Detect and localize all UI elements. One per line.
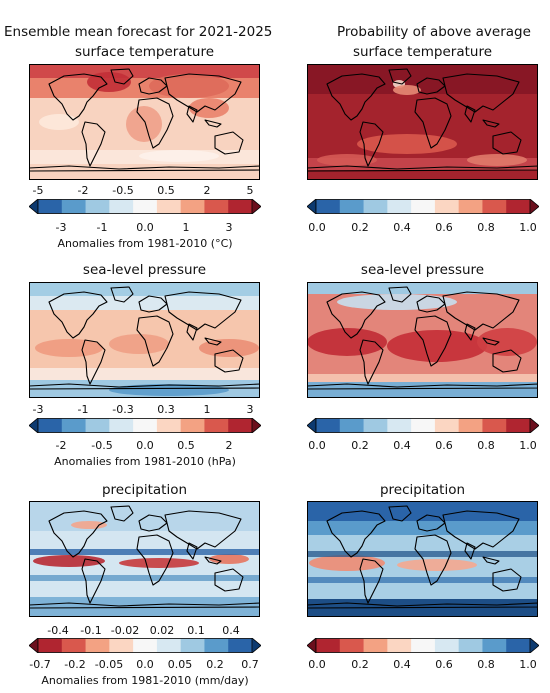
colorbar-bottom-tick: 0.0 [136,221,154,234]
colorbar-bottom-tick: 1 [182,221,190,234]
sea-level-pressure-anomaly-map [29,282,260,398]
colorbar-bottom-tick: 3 [225,221,233,234]
colorbar-top-tick: 5 [246,184,254,197]
colorbar-bottom-tick: 0.6 [435,221,453,234]
colorbar-top-tick: 0.4 [222,624,240,637]
colorbar-bottom-tick: 1.0 [519,658,537,671]
colorbar-bottom-tick: 0.2 [351,439,369,452]
colorbar-top-tick: -0.4 [47,624,69,637]
colorbar-bottom-tick: 0.8 [477,439,495,452]
colorbar-bottom-tick: 2 [225,439,233,452]
colorbar-bottom-tick: 0.0 [308,658,326,671]
colorbar-bottom-tick: 0.5 [177,439,195,452]
colorbar-bottom-tick: -0.5 [91,439,113,452]
colorbar-top-tick: 0.3 [157,403,175,416]
colorbar-bottom-tick: -0.2 [64,658,86,671]
colorbar-top-tick: -1 [77,403,89,416]
colorbar-bottom-tick: 0.7 [241,658,259,671]
colorbar-top-tick: -2 [77,184,89,197]
colorbar-bottom-tick: 0.4 [393,658,411,671]
sea-level-pressure-probability-map [307,282,538,398]
colorbar-bottom-tick: 0.2 [351,658,369,671]
surface-temperature-anomaly-colorbar [29,199,261,214]
precipitation-probability-map [307,501,538,617]
colorbar-top-tick: 3 [246,403,254,416]
colorbar-top-tick: -0.1 [80,624,102,637]
colorbar-top-tick: -0.3 [112,403,134,416]
colorbar-top-tick: -0.5 [112,184,134,197]
colorbar-bottom-tick: 1.0 [519,439,537,452]
colorbar-bottom-tick: 0.6 [435,658,453,671]
row2-left-subtitle: sea-level pressure [82,262,207,278]
sea-level-pressure-anomaly-colorbar [29,418,261,433]
colorbar-bottom-tick: -0.7 [29,658,51,671]
row1-left-subtitle: surface temperature [74,44,215,60]
colorbar-label: Anomalies from 1981-2010 (mm/day) [41,674,249,687]
colorbar-bottom-tick: -1 [96,221,108,234]
colorbar-bottom-tick: -2 [55,439,67,452]
precipitation-anomaly-colorbar [29,638,261,653]
colorbar-bottom-tick: -0.05 [94,658,124,671]
colorbar-top-tick: -0.02 [110,624,140,637]
colorbar-top-tick: 0.1 [187,624,205,637]
colorbar-bottom-tick: 0.4 [393,221,411,234]
colorbar-top-tick: -3 [32,403,44,416]
row2-right-subtitle: sea-level pressure [360,262,485,278]
colorbar-top-tick: -5 [32,184,44,197]
row1-right-subtitle: surface temperature [352,44,493,60]
row3-left-subtitle: precipitation [101,482,188,498]
colorbar-top-tick: 2 [203,184,211,197]
colorbar-bottom-tick: 0.05 [167,658,193,671]
colorbar-top-tick: 0.5 [157,184,175,197]
colorbar-top-tick: 1 [203,403,211,416]
colorbar-bottom-tick: 0.6 [435,439,453,452]
colorbar-bottom-tick: 0.8 [477,658,495,671]
colorbar-top-tick: 0.02 [149,624,175,637]
sea-level-pressure-probability-colorbar [307,418,539,433]
colorbar-bottom-tick: 0.0 [308,439,326,452]
colorbar-bottom-tick: 0.0 [136,439,154,452]
colorbar-bottom-tick: 0.0 [136,658,154,671]
colorbar-bottom-tick: 0.4 [393,439,411,452]
colorbar-label: Anomalies from 1981-2010 (hPa) [54,455,236,468]
right-column-title: Probability of above average [337,24,531,40]
surface-temperature-probability-colorbar [307,199,539,214]
precipitation-anomaly-map [29,501,260,617]
left-column-title: Ensemble mean forecast for 2021-2025 [4,24,273,40]
colorbar-label: Anomalies from 1981-2010 (°C) [57,237,233,250]
colorbar-bottom-tick: 0.2 [206,658,224,671]
precipitation-probability-colorbar [307,638,539,653]
surface-temperature-anomaly-map [29,64,260,180]
colorbar-bottom-tick: 0.0 [308,221,326,234]
row3-right-subtitle: precipitation [379,482,466,498]
colorbar-bottom-tick: 0.8 [477,221,495,234]
colorbar-bottom-tick: -3 [55,221,67,234]
surface-temperature-probability-map [307,64,538,180]
colorbar-bottom-tick: 0.2 [351,221,369,234]
colorbar-bottom-tick: 1.0 [519,221,537,234]
